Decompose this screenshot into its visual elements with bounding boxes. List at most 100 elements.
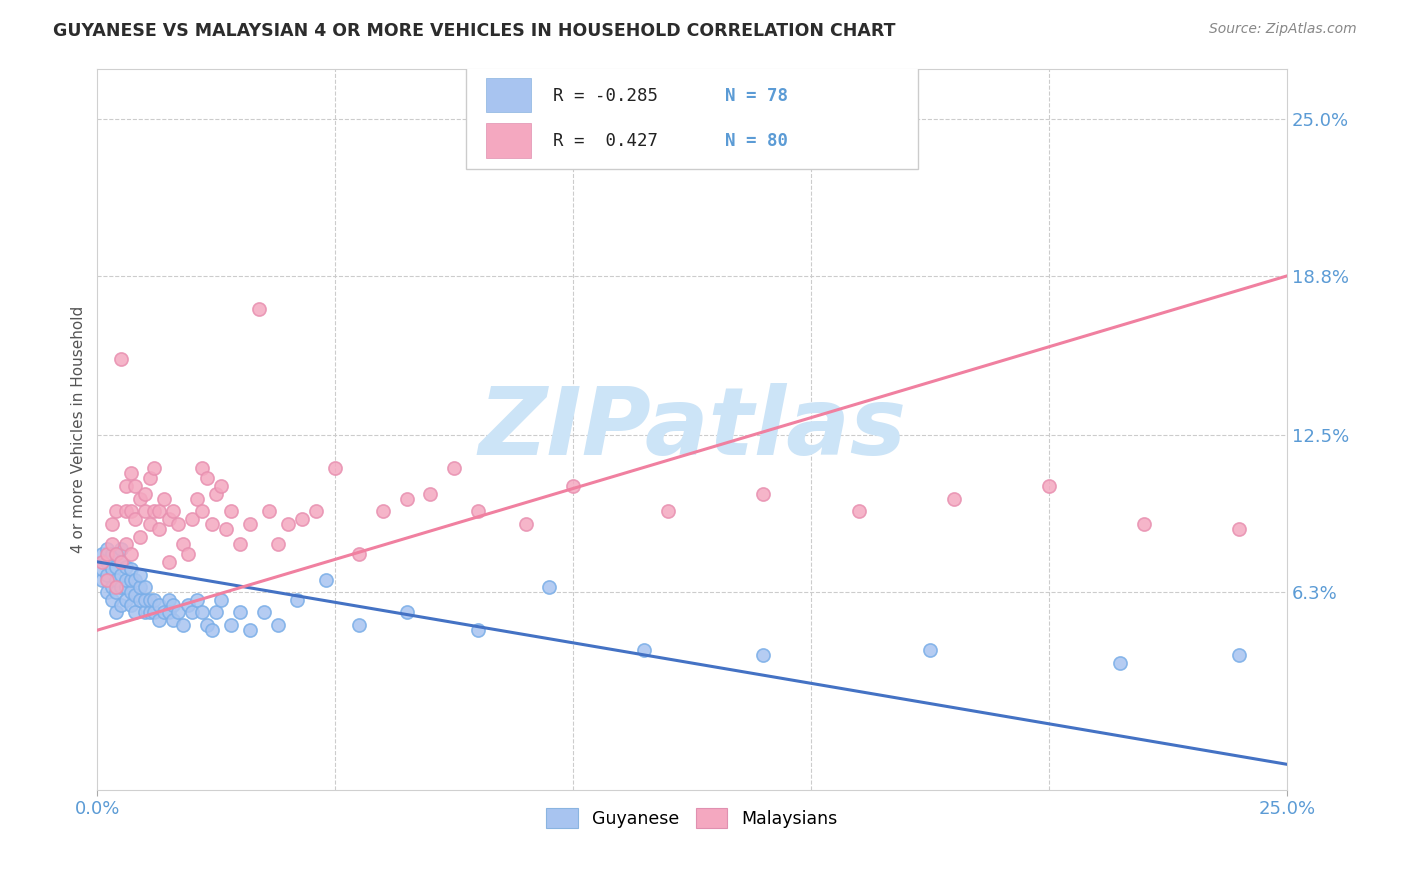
Point bbox=[219, 504, 242, 518]
Point bbox=[124, 588, 146, 602]
Point bbox=[120, 562, 142, 576]
Point bbox=[143, 592, 166, 607]
Point bbox=[100, 592, 122, 607]
Point bbox=[120, 598, 142, 612]
Point bbox=[120, 585, 142, 599]
Point bbox=[162, 504, 184, 518]
Point bbox=[186, 491, 208, 506]
Point bbox=[209, 592, 232, 607]
Point bbox=[100, 580, 122, 594]
Point bbox=[115, 504, 138, 518]
Point bbox=[157, 606, 180, 620]
Point bbox=[633, 643, 655, 657]
Point bbox=[153, 606, 176, 620]
Point bbox=[105, 585, 128, 599]
Point bbox=[134, 486, 156, 500]
Legend: Guyanese, Malaysians: Guyanese, Malaysians bbox=[540, 801, 845, 835]
Point bbox=[105, 606, 128, 620]
FancyBboxPatch shape bbox=[465, 65, 918, 169]
Point bbox=[96, 585, 118, 599]
Point bbox=[209, 479, 232, 493]
Point bbox=[148, 613, 170, 627]
Point bbox=[100, 562, 122, 576]
Point bbox=[134, 606, 156, 620]
Point bbox=[562, 479, 585, 493]
Point bbox=[657, 504, 679, 518]
Point bbox=[138, 606, 160, 620]
Point bbox=[1038, 479, 1060, 493]
Point bbox=[395, 491, 418, 506]
Point bbox=[110, 352, 132, 367]
Point bbox=[181, 512, 204, 526]
Point bbox=[115, 592, 138, 607]
Text: N = 78: N = 78 bbox=[725, 87, 789, 104]
Point bbox=[162, 613, 184, 627]
Point bbox=[285, 592, 308, 607]
Point bbox=[100, 516, 122, 531]
Point bbox=[115, 580, 138, 594]
Point bbox=[110, 598, 132, 612]
Point bbox=[200, 623, 222, 637]
Point bbox=[105, 560, 128, 574]
Text: R = -0.285: R = -0.285 bbox=[553, 87, 658, 104]
Point bbox=[191, 504, 214, 518]
Point bbox=[848, 504, 870, 518]
Point bbox=[120, 467, 142, 481]
Point bbox=[191, 606, 214, 620]
Point bbox=[110, 580, 132, 594]
Point bbox=[134, 504, 156, 518]
Point bbox=[239, 516, 262, 531]
Point bbox=[177, 547, 200, 561]
Point bbox=[110, 567, 132, 582]
Point bbox=[1109, 656, 1132, 670]
Point bbox=[138, 471, 160, 485]
Point bbox=[347, 547, 370, 561]
Point bbox=[323, 461, 346, 475]
Point bbox=[100, 537, 122, 551]
Point bbox=[105, 573, 128, 587]
Point bbox=[918, 643, 941, 657]
Point bbox=[129, 491, 152, 506]
Point bbox=[129, 567, 152, 582]
Point bbox=[515, 516, 537, 531]
Point bbox=[134, 580, 156, 594]
Point bbox=[148, 598, 170, 612]
Point bbox=[91, 547, 114, 561]
Text: GUYANESE VS MALAYSIAN 4 OR MORE VEHICLES IN HOUSEHOLD CORRELATION CHART: GUYANESE VS MALAYSIAN 4 OR MORE VEHICLES… bbox=[53, 22, 896, 40]
Point bbox=[96, 542, 118, 557]
Point bbox=[253, 606, 276, 620]
Y-axis label: 4 or more Vehicles in Household: 4 or more Vehicles in Household bbox=[72, 305, 86, 553]
Point bbox=[138, 592, 160, 607]
Point bbox=[129, 592, 152, 607]
Point bbox=[291, 512, 314, 526]
Point bbox=[115, 573, 138, 587]
Point bbox=[96, 567, 118, 582]
Point bbox=[172, 537, 194, 551]
Point bbox=[347, 618, 370, 632]
Text: ZIPatlas: ZIPatlas bbox=[478, 383, 905, 475]
Point bbox=[105, 580, 128, 594]
Point bbox=[167, 516, 190, 531]
Point bbox=[115, 560, 138, 574]
Point bbox=[267, 618, 290, 632]
Point bbox=[305, 504, 328, 518]
Point bbox=[200, 516, 222, 531]
Point bbox=[148, 504, 170, 518]
Point bbox=[115, 537, 138, 551]
Point bbox=[467, 504, 489, 518]
Point bbox=[100, 547, 122, 561]
Point bbox=[120, 573, 142, 587]
Point bbox=[1227, 522, 1250, 536]
Point bbox=[177, 598, 200, 612]
Point bbox=[124, 573, 146, 587]
Text: Source: ZipAtlas.com: Source: ZipAtlas.com bbox=[1209, 22, 1357, 37]
Point bbox=[195, 618, 218, 632]
Point bbox=[1227, 648, 1250, 663]
Point bbox=[105, 547, 128, 561]
Point bbox=[115, 479, 138, 493]
Point bbox=[942, 491, 965, 506]
Point bbox=[467, 623, 489, 637]
Point bbox=[91, 573, 114, 587]
Point bbox=[215, 522, 238, 536]
Point bbox=[124, 479, 146, 493]
